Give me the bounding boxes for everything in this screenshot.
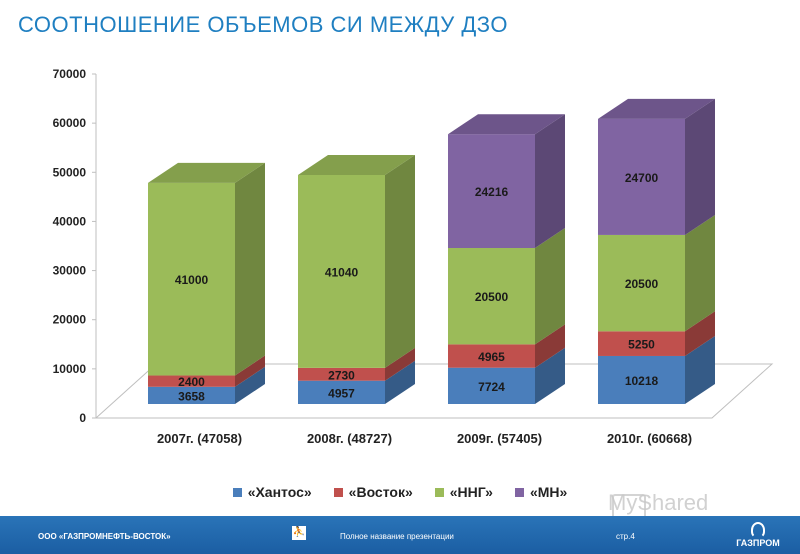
legend-item: «МН» — [514, 484, 568, 500]
data-label: 10218 — [625, 374, 659, 388]
legend-swatch — [333, 487, 343, 497]
bar-side — [385, 154, 415, 368]
data-label: 5250 — [628, 338, 655, 352]
stacked-bar-chart: 0 10000 20000 30000 40000 50000 60000 70000 3658… — [53, 67, 774, 446]
bar-side — [685, 335, 715, 404]
legend-swatch — [434, 487, 444, 497]
bar-side — [235, 162, 265, 376]
bar-side — [535, 324, 565, 368]
y-tick-label: 0 — [79, 411, 86, 425]
data-label: 7724 — [478, 380, 505, 394]
data-label: 41000 — [175, 273, 209, 287]
data-label: 41040 — [325, 265, 359, 279]
footer-presentation-name: Полное название презентации — [340, 532, 454, 541]
legend-label: «Восток» — [348, 484, 413, 500]
bar-segment — [598, 234, 685, 332]
x-tick-label: 2007г. (47058) — [157, 431, 242, 446]
bar-segment — [148, 375, 235, 387]
bar-segment — [298, 380, 385, 404]
data-label: 20500 — [625, 277, 659, 291]
bar-side — [385, 360, 415, 404]
slide-title: СООТНОШЕНИЕ ОБЪЕМОВ СИ МЕЖДУ ДЗО — [18, 12, 508, 37]
x-tick-label: 2009г. (57405) — [457, 431, 542, 446]
bar-side — [535, 228, 565, 345]
flame-icon — [751, 522, 765, 538]
bar-side — [685, 311, 715, 356]
legend-label: «МН» — [529, 484, 568, 500]
bar-side — [535, 114, 565, 249]
y-tick-label: 50000 — [53, 165, 87, 179]
data-label: 20500 — [475, 290, 509, 304]
bar-top — [448, 114, 565, 135]
bar-side — [385, 347, 415, 381]
bar-side — [685, 214, 715, 332]
footer-brand-text: ГАЗПРОМ — [736, 538, 780, 548]
bar-segment — [148, 386, 235, 404]
bar-segment — [448, 367, 535, 404]
y-tick-label: 40000 — [53, 214, 87, 228]
y-tick-label: 60000 — [53, 116, 87, 130]
legend-item: «Восток» — [333, 484, 413, 500]
data-label: 24700 — [625, 171, 659, 185]
watermark: MyShared — [608, 490, 709, 515]
data-label: 4965 — [478, 350, 505, 364]
bar-side — [235, 355, 265, 387]
data-label: 24216 — [475, 185, 509, 199]
bar-top — [598, 98, 715, 119]
bar-top — [148, 162, 265, 183]
bar-segment — [598, 355, 685, 404]
footer-page-number: стр.4 — [616, 532, 635, 541]
data-label: 2400 — [178, 375, 205, 389]
bar-side — [235, 366, 265, 404]
bar-segment — [298, 174, 385, 368]
bar-top — [298, 154, 415, 175]
legend-swatch — [232, 487, 242, 497]
data-label: 2730 — [328, 368, 355, 382]
chart-legend: «Хантос» «Восток» «ННГ» «МН» — [0, 484, 800, 500]
legend-label: «ННГ» — [449, 484, 493, 500]
legend-item: «Хантос» — [232, 484, 312, 500]
bar-side — [535, 347, 565, 404]
bar-segment — [148, 182, 235, 376]
legend-item: «ННГ» — [434, 484, 493, 500]
legend-label: «Хантос» — [247, 484, 312, 500]
footer-company: ООО «ГАЗПРОМНЕФТЬ-ВОСТОК» — [38, 532, 171, 541]
bar-segment — [598, 331, 685, 356]
legend-swatch — [514, 487, 524, 497]
y-tick-label: 20000 — [53, 313, 87, 327]
data-label: 4957 — [328, 386, 355, 400]
data-label: 3658 — [178, 389, 205, 403]
y-tick-label: 30000 — [53, 264, 87, 278]
x-tick-label: 2010г. (60668) — [607, 431, 692, 446]
footer-brand-logo: ГАЗПРОМ — [728, 522, 788, 548]
x-tick-label: 2008г. (48727) — [307, 431, 392, 446]
bar-segment — [598, 118, 685, 235]
y-tick-label: 70000 — [53, 67, 87, 81]
runner-icon: ⛹ — [292, 526, 306, 540]
bar-segment — [448, 248, 535, 345]
bar-side — [685, 98, 715, 235]
bar-segment — [448, 344, 535, 368]
y-tick-label: 10000 — [53, 362, 87, 376]
footer-bar: ООО «ГАЗПРОМНЕФТЬ-ВОСТОК» ⛹ Полное назва… — [0, 516, 800, 554]
bar-segment — [448, 134, 535, 249]
bar-segment — [298, 367, 385, 381]
